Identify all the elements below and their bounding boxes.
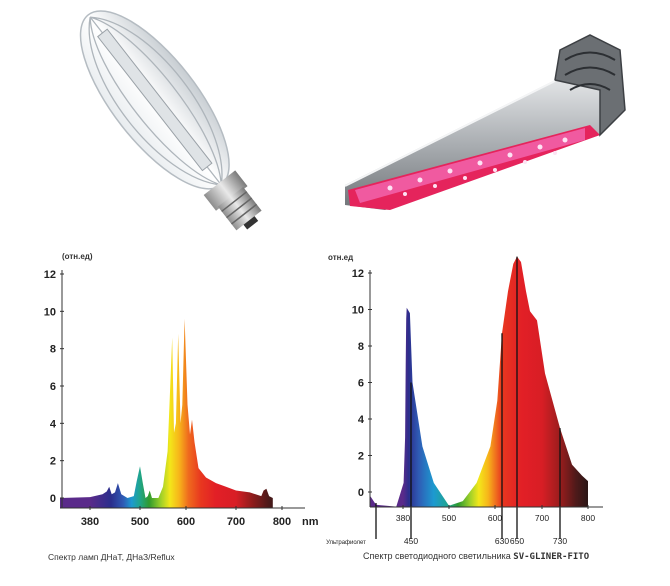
marker-label: 730 xyxy=(553,536,567,546)
x-tick-label: 500 xyxy=(131,516,149,528)
right-spectrum-chart: Ультрафиолет 450 630 650 730 0 2 4 6 8 10 12 380 500 6… xyxy=(326,256,603,546)
right-chart-title-product: SV-GLINER-FITO xyxy=(513,552,590,562)
marker-label: 450 xyxy=(404,536,418,546)
y-tick-label: 4 xyxy=(358,414,365,426)
spectrum-area xyxy=(370,256,588,507)
y-tick-label: 4 xyxy=(50,418,57,430)
y-tick-label: 0 xyxy=(358,487,364,499)
y-tick-label: 8 xyxy=(358,341,364,353)
left-chart-title: Спектр ламп ДНаТ, ДНаЗ/Reflux xyxy=(48,552,175,562)
marker-label: Ультрафиолет xyxy=(326,540,366,546)
x-tick-label: 800 xyxy=(273,516,291,528)
y-tick-label: 10 xyxy=(352,305,364,317)
x-tick-label: 380 xyxy=(396,513,410,523)
right-chart-title: Спектр светодиодного светильника SV-GLIN… xyxy=(363,551,589,562)
marker-label: 650 xyxy=(510,536,524,546)
hps-lamp-photo xyxy=(79,10,262,231)
led-fixture-photo xyxy=(344,34,626,210)
y-tick-label: 10 xyxy=(44,306,56,318)
y-tick-label: 12 xyxy=(44,269,56,281)
marker-label: 630 xyxy=(495,536,509,546)
x-tick-label: 700 xyxy=(227,516,245,528)
y-tick-label: 2 xyxy=(358,451,364,463)
x-tick-label: 600 xyxy=(177,516,195,528)
x-tick-label: 380 xyxy=(81,516,99,528)
y-tick-label: 6 xyxy=(50,381,56,393)
y-tick-label: 2 xyxy=(50,456,56,468)
x-tick-label: 700 xyxy=(535,513,549,523)
x-tick-label: 600 xyxy=(488,513,502,523)
right-chart-ylabel: отн.ед xyxy=(328,253,354,262)
x-tick-label: 800 xyxy=(581,513,595,523)
x-unit-label: nm xyxy=(302,516,319,528)
y-tick-label: 0 xyxy=(50,493,56,505)
right-chart-title-prefix: Спектр светодиодного светильника xyxy=(363,551,514,561)
left-spectrum-chart: 0 2 4 6 8 10 12 380 500 600 700 800 nm xyxy=(44,269,319,528)
y-tick-label: 6 xyxy=(358,378,364,390)
left-chart-ylabel: (отн.ед) xyxy=(62,252,93,261)
y-tick-label: 8 xyxy=(50,344,56,356)
spectrum-area xyxy=(60,318,273,508)
y-tick-label: 12 xyxy=(352,268,364,280)
x-tick-label: 500 xyxy=(442,513,456,523)
